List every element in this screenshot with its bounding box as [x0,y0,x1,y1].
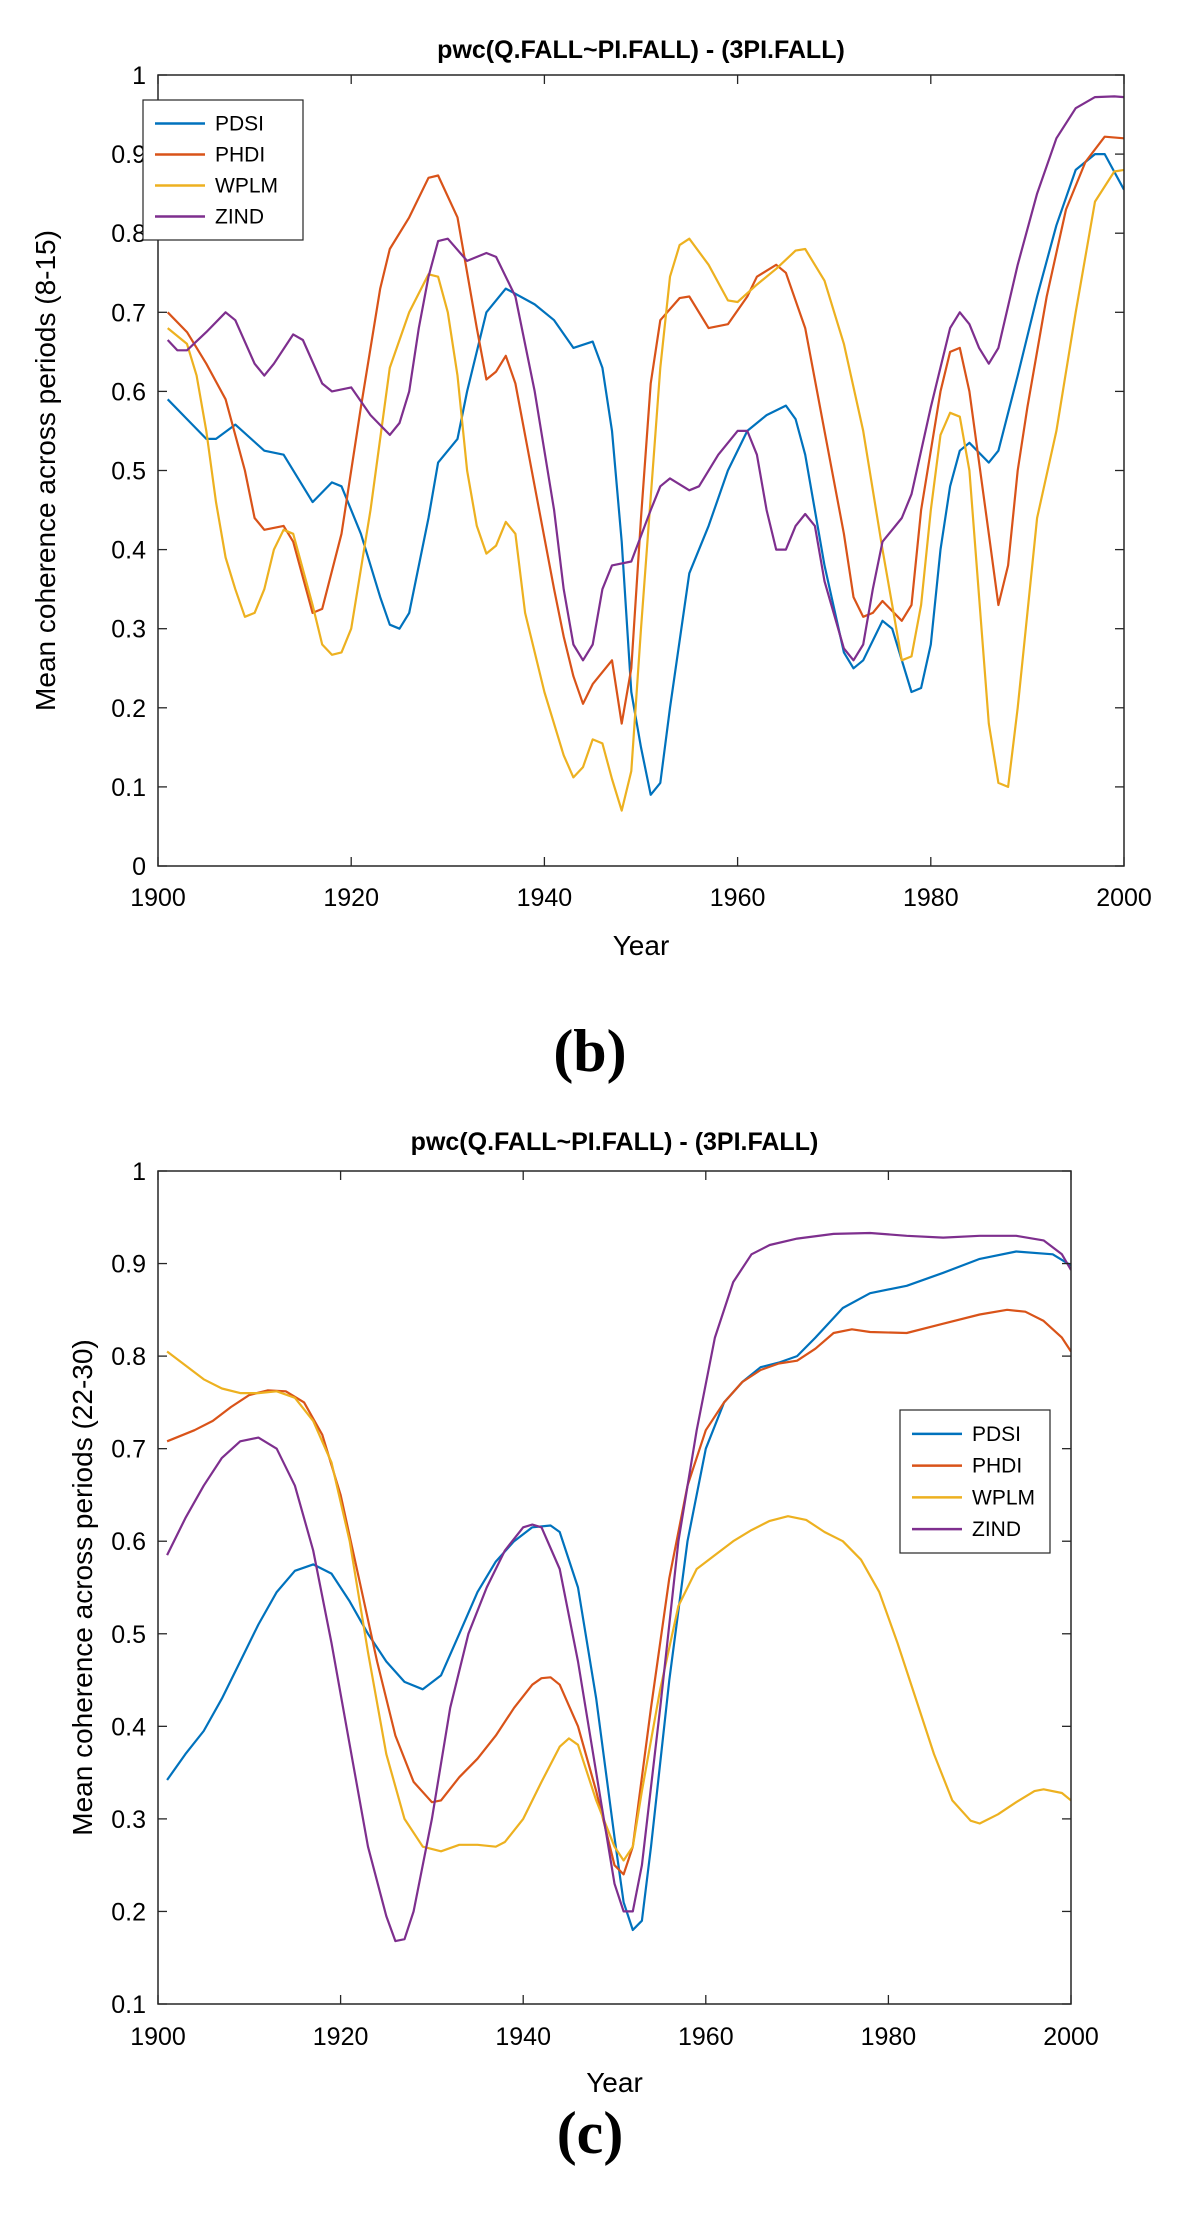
chart-panel-c: pwc(Q.FALL~PI.FALL) - (3PI.FALL) 1900 1920… [67,1128,1099,2098]
x-axis-label: Year [613,930,670,961]
chart-title: pwc(Q.FALL~PI.FALL) - (3PI.FALL) [437,36,845,64]
x-tick-label: 1980 [903,884,959,912]
legend-label: PHDI [215,144,265,167]
legend-label: ZIND [972,1518,1021,1541]
x-tick-label: 1960 [710,884,766,912]
x-tick-label: 1940 [495,2023,551,2051]
series-line-zind [166,1231,1071,1943]
y-tick-label: 0.6 [111,378,146,406]
y-tick-label: 0.5 [111,1621,146,1649]
series-line-pdsi [166,153,1124,796]
series-line-wplm [166,1350,1071,1862]
series-line-zind [166,95,1124,662]
x-tick-label: 1920 [313,2023,369,2051]
chart-title: pwc(Q.FALL~PI.FALL) - (3PI.FALL) [411,1128,819,1156]
y-tick-label: 0.1 [111,774,146,802]
caption-c: (c) [557,2100,624,2166]
y-tick-label: 0.8 [111,220,146,248]
series-lines [166,1231,1071,1943]
x-tick-label: 2000 [1096,884,1152,912]
legend-label: PDSI [972,1423,1021,1446]
legend: PDSI PHDI WPLM ZIND [142,99,304,241]
legend-label: PHDI [972,1455,1022,1478]
series-line-wplm [167,168,1124,812]
y-tick-label: 0.1 [111,1991,146,2019]
y-tick-label: 0.8 [111,1343,146,1371]
x-tick-label: 2000 [1043,2023,1099,2051]
legend-label: WPLM [972,1486,1035,1509]
y-tick-label: 1 [132,62,146,90]
y-tick-label: 0.4 [111,1713,146,1741]
y-tick-label: 0.7 [111,299,146,327]
y-tick-label: 0.2 [111,1898,146,1926]
y-tick-label: 0.3 [111,616,146,644]
chart-panel-b: pwc(Q.FALL~PI.FALL) - (3PI.FALL) 1900 1920… [30,36,1152,961]
x-tick-label: 1900 [130,884,186,912]
y-axis-label: Mean coherence across periods (22-30) [67,1339,98,1835]
y-tick-label: 0.2 [111,695,146,723]
y-tick-label: 0 [132,853,146,881]
plot-frame [157,1170,1072,2005]
y-tick-label: 0.3 [111,1806,146,1834]
caption-b: (b) [553,1018,626,1084]
y-tick-label: 0.6 [111,1528,146,1556]
legend-label: ZIND [215,206,264,229]
y-tick-label: 1 [132,1158,146,1186]
y-tick-label: 0.9 [111,1251,146,1279]
y-tick-label: 0.5 [111,458,146,486]
legend: PDSI PHDI WPLM ZIND [899,1409,1051,1554]
x-tick-label: 1960 [678,2023,734,2051]
x-tick-label: 1980 [861,2023,917,2051]
x-axis-label: Year [586,2067,643,2098]
x-tick-label: 1920 [323,884,379,912]
series-line-pdsi [166,1250,1071,1932]
series-line-phdi [166,135,1124,725]
y-tick-label: 0.4 [111,537,146,565]
x-tick-label: 1900 [130,2023,186,2051]
legend-label: WPLM [215,175,278,198]
series-line-phdi [166,1308,1071,1876]
y-tick-label: 0.9 [111,141,146,169]
y-axis-label: Mean coherence across periods (8-15) [30,230,61,711]
y-tick-label: 0.7 [111,1436,146,1464]
series-lines [166,95,1124,812]
legend-label: PDSI [215,113,264,136]
x-tick-label: 1940 [517,884,573,912]
